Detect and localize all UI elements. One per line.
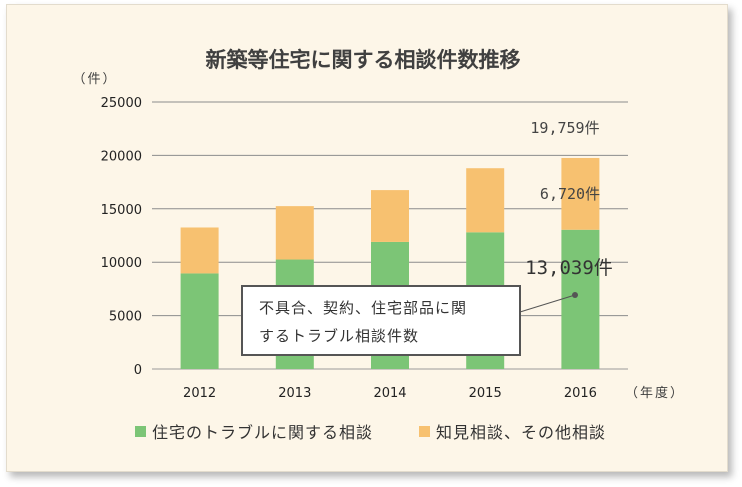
- legend-label-other: 知見相談、その他相談: [436, 423, 606, 442]
- bar-2015-series-1: [466, 168, 505, 233]
- annotation-total-2016: 19,759件: [530, 119, 599, 137]
- annotation-trouble-2016: 13,039件: [525, 257, 613, 279]
- callout-line-1: 不具合、契約、住宅部品に関: [259, 299, 467, 317]
- legend: 住宅のトラブルに関する相談 知見相談、その他相談: [135, 423, 606, 442]
- x-axis-ticks: 2012 2013 2014 2015 2016: [183, 386, 597, 401]
- y-tick-label-0: 0: [134, 363, 142, 378]
- y-tick-label-5000: 5000: [109, 310, 142, 325]
- bar-2016-series-1: [561, 157, 600, 230]
- x-tick-label-2012: 2012: [183, 386, 216, 401]
- x-tick-label-2016: 2016: [564, 386, 597, 401]
- y-tick-label-15000: 15000: [101, 203, 142, 218]
- callout-box: [241, 285, 521, 356]
- chart-title: 新築等住宅に関する相談件数推移: [206, 48, 521, 72]
- chart-card: 新築等住宅に関する相談件数推移 （件） （年度） 0 5000 10000 15000…: [6, 4, 728, 472]
- legend-label-trouble: 住宅のトラブルに関する相談: [152, 423, 373, 442]
- annotation-other-2016: 6,720件: [540, 185, 600, 203]
- legend-swatch-other: [419, 426, 430, 437]
- bar-2013-series-1: [275, 206, 314, 260]
- legend-swatch-trouble: [135, 426, 146, 437]
- x-tick-label-2013: 2013: [278, 386, 311, 401]
- x-tick-label-2015: 2015: [469, 386, 502, 401]
- callout-leader-line: [519, 294, 576, 313]
- bar-2012-series-0: [180, 273, 219, 369]
- y-tick-label-20000: 20000: [101, 149, 142, 164]
- callout-leader-dot: [572, 292, 578, 298]
- y-axis-unit: （件）: [72, 72, 117, 87]
- x-tick-label-2014: 2014: [373, 386, 406, 401]
- chart: 新築等住宅に関する相談件数推移 （件） （年度） 0 5000 10000 15000…: [72, 48, 685, 442]
- x-axis-unit: （年度）: [625, 385, 685, 401]
- callout-line-2: するトラブル相談件数: [259, 327, 419, 345]
- bar-2014-series-1: [371, 190, 409, 242]
- bar-2012-series-1: [180, 227, 219, 274]
- bar-2016-series-0: [561, 229, 600, 369]
- y-axis-ticks: 0 5000 10000 15000 20000 25000: [101, 96, 142, 378]
- y-tick-label-25000: 25000: [101, 96, 142, 111]
- y-tick-label-10000: 10000: [101, 256, 142, 271]
